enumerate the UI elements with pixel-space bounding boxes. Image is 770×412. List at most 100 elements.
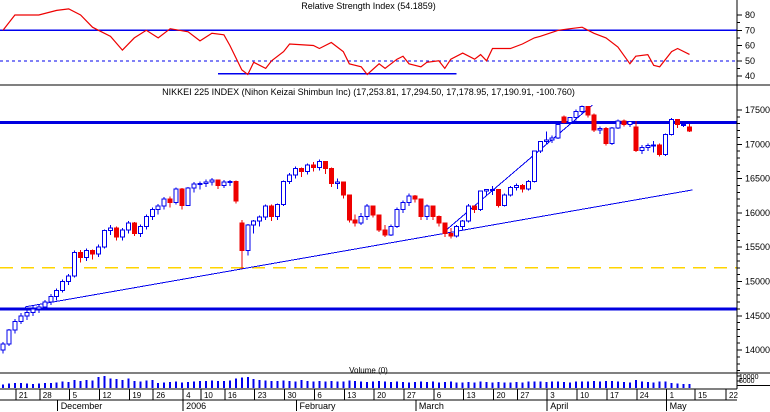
volume-bar xyxy=(467,382,470,388)
candle-up xyxy=(257,216,263,222)
candle-up xyxy=(484,189,490,192)
candle-down xyxy=(561,116,567,123)
candle-up xyxy=(639,147,645,151)
volume-bar xyxy=(372,381,375,388)
week-label: 24 xyxy=(640,391,649,400)
volume-bar xyxy=(31,383,34,388)
volume-bar xyxy=(676,383,679,388)
volume-bar xyxy=(187,382,190,388)
week-label: 20 xyxy=(497,391,506,400)
candle-down xyxy=(322,160,328,169)
volume-bar xyxy=(264,380,267,388)
volume-bar xyxy=(640,381,643,388)
candle-up xyxy=(263,205,269,218)
candle-up xyxy=(663,134,669,156)
candle-up xyxy=(60,281,66,291)
volume-bar xyxy=(7,383,10,388)
candle-up xyxy=(149,208,155,217)
candle-up xyxy=(364,205,370,217)
rsi-axis-label: 80 xyxy=(745,10,755,20)
volume-bar xyxy=(396,381,399,388)
volume-bar xyxy=(551,381,554,388)
week-label: 10 xyxy=(580,391,589,400)
candle-up xyxy=(579,106,585,112)
candle-up xyxy=(466,205,472,222)
week-label: 15 xyxy=(698,391,707,400)
week-label: 13 xyxy=(347,391,356,400)
candle-up xyxy=(275,204,281,217)
candle-down xyxy=(442,222,448,234)
volume-bar xyxy=(204,380,207,388)
week-label: 21 xyxy=(19,391,28,400)
month-label: December xyxy=(61,401,103,411)
candle-up xyxy=(394,208,400,228)
candle-down xyxy=(340,181,346,196)
candle-up xyxy=(0,343,6,351)
price-axis-label: 17000 xyxy=(745,139,770,149)
volume-bar xyxy=(270,380,273,388)
week-label: 6 xyxy=(437,391,442,400)
candle-down xyxy=(179,188,185,206)
week-label: 12 xyxy=(102,391,111,400)
volume-bar xyxy=(682,384,685,388)
candle-down xyxy=(215,179,221,186)
volume-bar xyxy=(664,381,667,388)
volume-bar xyxy=(413,382,416,388)
candle-up xyxy=(400,202,406,210)
candle-up xyxy=(42,301,48,308)
candle-up xyxy=(161,198,167,207)
week-label: 27 xyxy=(520,391,529,400)
volume-bar xyxy=(246,376,249,388)
candle-down xyxy=(412,195,418,200)
volume-bar xyxy=(258,380,261,388)
volume-bar xyxy=(240,377,243,388)
candle-up xyxy=(6,329,12,345)
candle-up xyxy=(597,128,603,131)
candle-down xyxy=(346,194,352,221)
volume-bar xyxy=(431,381,434,388)
volume-bar xyxy=(228,380,231,388)
candle-down xyxy=(603,128,609,145)
volume-bar xyxy=(288,381,291,388)
volume-bar xyxy=(360,381,363,388)
candle-up xyxy=(281,180,287,206)
candle-down xyxy=(376,214,382,231)
volume-bar xyxy=(616,381,619,388)
volume-bar xyxy=(127,378,130,388)
volume-bar xyxy=(85,379,88,388)
volume-bar xyxy=(557,381,560,388)
volume-bar xyxy=(312,381,315,388)
volume-bar xyxy=(193,381,196,388)
candle-up xyxy=(66,275,72,282)
candle-up xyxy=(507,187,513,196)
candle-up xyxy=(681,123,687,126)
candle-up xyxy=(185,187,191,206)
volume-bar xyxy=(545,382,548,388)
volume-bar xyxy=(318,381,321,388)
candle-up xyxy=(531,150,537,182)
week-label: 4 xyxy=(186,391,191,400)
candle-up xyxy=(406,195,412,204)
candle-down xyxy=(675,119,681,125)
candle-down xyxy=(167,198,173,204)
week-label: 6 xyxy=(317,391,322,400)
volume-bar xyxy=(300,380,303,388)
volume-bar xyxy=(533,381,536,388)
candle-up xyxy=(227,180,233,183)
candle-down xyxy=(239,222,245,252)
candle-up xyxy=(627,121,633,125)
volume-bar xyxy=(67,382,70,388)
volume-bar xyxy=(652,382,655,388)
rsi-line xyxy=(2,8,690,76)
volume-panel-title: Volume (0) xyxy=(349,366,388,375)
candle-up xyxy=(197,182,203,185)
volume-bar xyxy=(37,383,40,388)
volume-bar xyxy=(115,379,118,388)
week-label: 17 xyxy=(610,391,619,400)
volume-bar xyxy=(336,381,339,388)
volume-bar xyxy=(485,382,488,388)
candle-down xyxy=(382,229,388,236)
candle-up xyxy=(84,250,90,258)
volume-bar xyxy=(473,382,476,388)
